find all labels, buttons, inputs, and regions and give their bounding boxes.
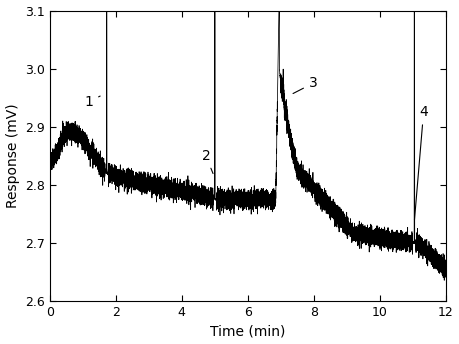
X-axis label: Time (min): Time (min) [210, 324, 285, 338]
Text: 2: 2 [202, 149, 213, 174]
Text: 3: 3 [293, 76, 318, 94]
Text: 1: 1 [84, 95, 100, 109]
Y-axis label: Response (mV): Response (mV) [6, 104, 20, 208]
Text: 4: 4 [414, 105, 428, 220]
